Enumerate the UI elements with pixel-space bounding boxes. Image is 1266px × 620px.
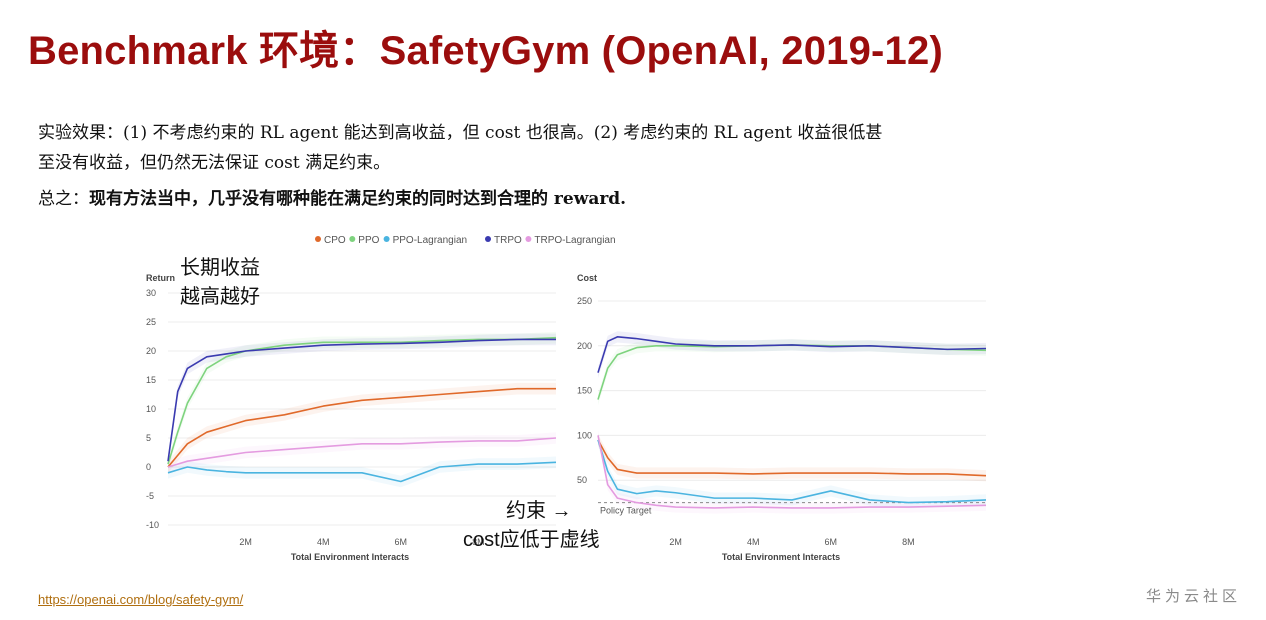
cost-note-line-1: 约束 →	[506, 499, 572, 522]
legend-item: TRPO-Lagrangian	[525, 235, 616, 246]
slide-title: Benchmark 环境：SafetyGym (OpenAI, 2019-12)	[28, 29, 943, 73]
return-x-ticks: 2M 4M 6M 8M	[239, 537, 484, 547]
series-band	[168, 456, 556, 488]
legend-item: PPO	[349, 235, 380, 246]
policy-target-label: Policy Target	[600, 506, 652, 516]
safety-gym-link[interactable]: https://openai.com/blog/safety-gym/	[38, 592, 244, 607]
legend-swatch	[315, 236, 321, 242]
legend-item: PPO-Lagrangian	[383, 235, 468, 246]
chart-legend: CPO PPO PPO-Lagrangian TRPO TRPO-Lagrangian	[315, 235, 616, 246]
series-line	[167, 461, 557, 483]
y-tick-label: 100	[577, 430, 592, 440]
cost-lines	[597, 336, 987, 509]
y-tick-label: 15	[146, 375, 156, 385]
legend-swatch	[485, 236, 491, 242]
series-line	[597, 439, 987, 477]
return-y-ticks: 30 25 20 15 10 5 0 -5 -10	[146, 288, 159, 530]
x-tick-label: 8M	[902, 537, 915, 547]
y-tick-label: 150	[577, 386, 592, 396]
series-band	[168, 432, 556, 473]
paragraph-line-2: 至没有收益，但仍然无法保证 cost 满足约束。	[38, 153, 391, 173]
series-band	[598, 434, 986, 482]
x-tick-label: 4M	[317, 537, 330, 547]
series-line	[167, 437, 557, 468]
return-x-label: Total Environment Interacts	[291, 552, 409, 562]
y-tick-label: 250	[577, 296, 592, 306]
y-tick-label: 0	[146, 462, 151, 472]
series-line	[597, 439, 987, 504]
series-band	[598, 331, 986, 379]
legend-label: PPO	[358, 235, 379, 246]
series-line	[167, 338, 556, 462]
benchmark-chart: CPO PPO PPO-Lagrangian TRPO TRPO-Lagrangian …	[146, 235, 987, 562]
series-band	[598, 429, 986, 514]
y-tick-label: -5	[146, 491, 154, 501]
x-tick-label: 6M	[825, 537, 838, 547]
x-tick-label: 2M	[239, 537, 252, 547]
cost-y-gridlines	[598, 300, 986, 481]
y-tick-label: 10	[146, 404, 156, 414]
watermark: 华为云社区	[1146, 587, 1242, 605]
legend-label: TRPO-Lagrangian	[534, 235, 615, 246]
cost-bands	[598, 331, 986, 514]
x-tick-label: 4M	[747, 537, 760, 547]
legend-label: TRPO	[494, 235, 522, 246]
cost-panel: 250 200 150 100 50 2M 4M 6M 8M Policy Target Co…	[463, 273, 987, 562]
y-tick-label: 5	[146, 433, 151, 443]
y-tick-label: 20	[146, 346, 156, 356]
legend-label: CPO	[324, 235, 346, 246]
cost-y-label: Cost	[577, 273, 597, 283]
x-tick-label: 8M	[472, 537, 485, 547]
conclusion-paragraph: 总之：现有方法当中，几乎没有哪种能在满足约束的同时达到合理的 reward.	[38, 184, 626, 209]
series-line	[167, 336, 557, 465]
series-line	[597, 435, 987, 509]
series-line	[597, 336, 987, 373]
return-note-line-2: 越高越好	[180, 285, 260, 308]
series-band	[598, 434, 986, 509]
x-tick-label: 2M	[669, 537, 682, 547]
conclusion-bold: 现有方法当中，几乎没有哪种能在满足约束的同时达到合理的 reward.	[89, 189, 627, 209]
legend-item: CPO	[315, 235, 346, 246]
cost-y-ticks: 250 200 150 100 50	[577, 296, 592, 485]
return-panel: 30 25 20 15 10 5 0 -5 -10 2M 4M 6M 8M Return Total …	[146, 256, 557, 562]
legend-swatch	[383, 236, 390, 242]
legend-swatch	[525, 236, 532, 242]
paragraph-line-1: 实验效果：(1) 不考虑约束的 RL agent 能达到高收益，但 cost 也…	[38, 123, 883, 143]
y-tick-label: 25	[146, 317, 156, 327]
y-tick-label: -10	[146, 520, 159, 530]
y-tick-label: 50	[577, 475, 587, 485]
legend-item: TRPO	[485, 235, 522, 246]
x-tick-label: 6M	[395, 537, 408, 547]
return-note-line-1: 长期收益	[180, 256, 260, 279]
cost-note-line-2: cost应低于虚线	[463, 528, 600, 551]
cost-x-label: Total Environment Interacts	[722, 552, 840, 562]
legend-label: PPO-Lagrangian	[393, 235, 468, 246]
series-line	[167, 387, 556, 468]
conclusion-prefix: 总之：	[38, 189, 89, 209]
cost-x-ticks: 2M 4M 6M 8M	[669, 537, 914, 547]
legend-swatch	[349, 236, 356, 242]
return-y-label: Return	[146, 273, 175, 283]
y-tick-label: 200	[577, 341, 592, 351]
series-band	[598, 339, 986, 406]
return-lines	[167, 336, 557, 483]
y-tick-label: 30	[146, 288, 156, 298]
return-y-gridlines	[168, 292, 556, 526]
